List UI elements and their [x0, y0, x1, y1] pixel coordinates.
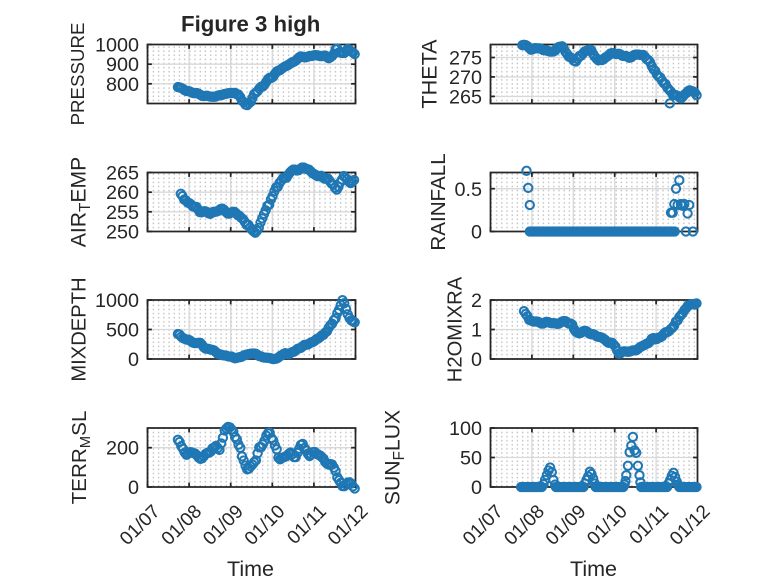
svg-text:265: 265 — [106, 163, 139, 185]
svg-text:265: 265 — [449, 86, 482, 108]
svg-text:Figure 3 high: Figure 3 high — [181, 12, 320, 37]
svg-text:0.5: 0.5 — [455, 179, 483, 201]
svg-text:800: 800 — [106, 74, 139, 96]
svg-text:50: 50 — [460, 448, 482, 470]
svg-text:200: 200 — [106, 438, 139, 460]
svg-text:2: 2 — [471, 290, 482, 312]
svg-text:0: 0 — [471, 222, 482, 244]
svg-text:0: 0 — [471, 477, 482, 499]
svg-text:Time: Time — [570, 557, 617, 581]
svg-text:Time: Time — [227, 557, 274, 581]
svg-text:260: 260 — [106, 182, 139, 204]
svg-text:270: 270 — [449, 67, 482, 89]
svg-text:1000: 1000 — [95, 290, 139, 312]
svg-text:H2OMIXRA: H2OMIXRA — [444, 276, 466, 382]
svg-text:AIRTEMP: AIRTEMP — [68, 157, 95, 248]
svg-text:MIXDEPTH: MIXDEPTH — [68, 277, 90, 381]
svg-text:900: 900 — [106, 54, 139, 76]
svg-text:250: 250 — [106, 222, 139, 244]
svg-text:275: 275 — [449, 48, 482, 70]
svg-text:SUNFLUX: SUNFLUX — [382, 410, 409, 505]
svg-text:0: 0 — [471, 349, 482, 371]
svg-text:TERRMSL: TERRMSL — [68, 411, 94, 505]
svg-text:PRESSURE: PRESSURE — [67, 23, 88, 126]
svg-text:0: 0 — [128, 477, 139, 499]
svg-text:100: 100 — [449, 418, 482, 440]
svg-text:500: 500 — [106, 320, 139, 342]
svg-text:255: 255 — [106, 202, 139, 224]
svg-text:THETA: THETA — [417, 39, 442, 109]
svg-text:0: 0 — [128, 349, 139, 371]
svg-text:RAINFALL: RAINFALL — [427, 153, 450, 250]
svg-text:1000: 1000 — [95, 35, 139, 57]
svg-text:1: 1 — [471, 320, 482, 342]
